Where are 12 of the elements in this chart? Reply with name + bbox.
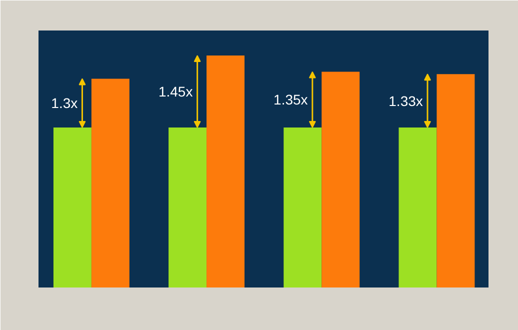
annotation: 1.35x — [274, 92, 308, 108]
bar — [91, 78, 130, 288]
bar — [322, 72, 360, 288]
annotation: 1.33x — [388, 92, 423, 109]
bar — [168, 127, 207, 288]
bar — [53, 127, 92, 288]
annotation: 1.45x — [158, 84, 193, 100]
bar — [284, 127, 322, 288]
bar — [398, 127, 437, 288]
bar — [436, 74, 475, 288]
annotation: 1.3x — [51, 95, 78, 112]
bar — [206, 56, 245, 288]
